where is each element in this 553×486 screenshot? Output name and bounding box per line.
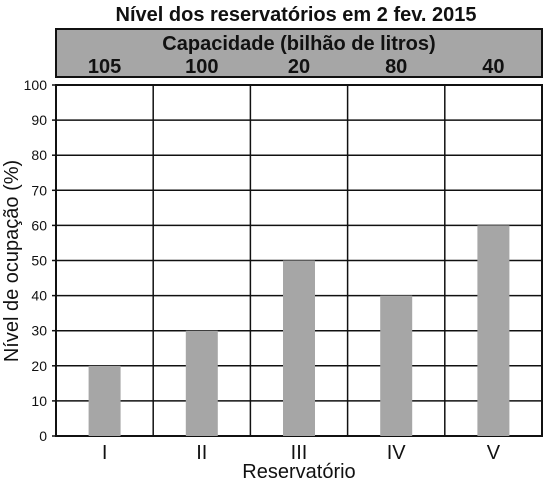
y-tick-label: 70 xyxy=(31,182,47,198)
bar-v xyxy=(477,225,510,436)
capacity-value: 40 xyxy=(482,56,504,78)
bars xyxy=(88,225,510,436)
y-axis-ticks: 0 10 20 30 40 50 60 70 80 90 100 xyxy=(24,77,56,444)
chart-title: Nível dos reservatórios em 2 fev. 2015 xyxy=(116,4,477,26)
bar-i xyxy=(88,365,121,436)
bar-iv xyxy=(380,295,413,436)
capacity-value: 20 xyxy=(288,56,310,78)
x-tick-label: III xyxy=(291,442,308,464)
y-tick-label: 80 xyxy=(31,147,47,163)
y-tick-label: 100 xyxy=(24,77,48,93)
y-tick-label: 50 xyxy=(31,253,47,269)
y-tick-label: 60 xyxy=(31,217,47,233)
x-axis-ticks: I II III IV V xyxy=(102,442,501,464)
capacity-header-label: Capacidade (bilhão de litros) xyxy=(162,33,435,55)
x-tick-label: V xyxy=(487,442,501,464)
capacity-header-background xyxy=(55,28,543,78)
capacity-value: 100 xyxy=(185,56,218,78)
x-tick-label: I xyxy=(102,442,108,464)
bar-iii xyxy=(283,260,315,436)
capacity-values: 105 100 20 80 40 xyxy=(88,56,505,78)
x-tick-label: II xyxy=(196,442,207,464)
y-tick-label: 0 xyxy=(39,428,47,444)
capacity-header: Capacidade (bilhão de litros) 105 100 20 80… xyxy=(55,28,543,78)
capacity-value: 80 xyxy=(385,56,407,78)
y-axis-label: Nível de ocupação (%) xyxy=(1,160,23,362)
x-axis-label: Reservatório xyxy=(242,461,355,483)
y-tick-label: 30 xyxy=(31,323,47,339)
capacity-value: 105 xyxy=(88,56,121,78)
y-tick-label: 90 xyxy=(31,112,47,128)
x-tick-label: IV xyxy=(387,442,407,464)
y-tick-label: 20 xyxy=(31,358,47,374)
y-tick-label: 10 xyxy=(31,393,47,409)
bar-ii xyxy=(185,330,218,436)
y-tick-label: 40 xyxy=(31,288,47,304)
